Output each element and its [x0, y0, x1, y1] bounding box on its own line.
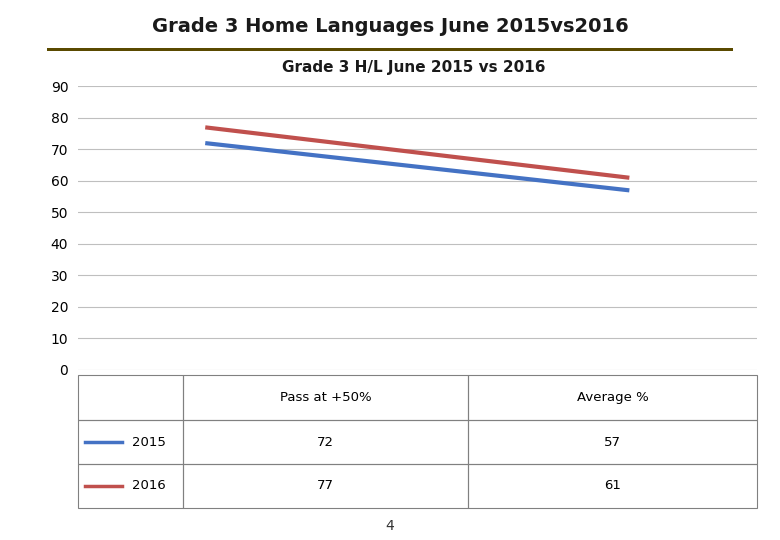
- Text: 2016: 2016: [133, 480, 166, 492]
- Bar: [183, 420, 468, 464]
- Text: 72: 72: [317, 436, 334, 449]
- Bar: [78, 375, 183, 420]
- Bar: [47, 48, 733, 51]
- Text: Average %: Average %: [576, 392, 648, 404]
- Text: Pass at +50%: Pass at +50%: [280, 392, 371, 404]
- Bar: [78, 420, 183, 464]
- Text: Grade 3 H/L June 2015 vs 2016: Grade 3 H/L June 2015 vs 2016: [282, 60, 545, 75]
- Text: Grade 3 Home Languages June 2015vs2016: Grade 3 Home Languages June 2015vs2016: [151, 17, 629, 36]
- Bar: [468, 464, 757, 508]
- Text: 61: 61: [604, 480, 621, 492]
- Text: 4: 4: [385, 519, 395, 534]
- Bar: [78, 464, 183, 508]
- Bar: [468, 375, 757, 420]
- Bar: [468, 420, 757, 464]
- Text: 2015: 2015: [133, 436, 166, 449]
- Text: 57: 57: [604, 436, 621, 449]
- Text: 77: 77: [317, 480, 334, 492]
- Bar: [183, 464, 468, 508]
- Bar: [183, 375, 468, 420]
